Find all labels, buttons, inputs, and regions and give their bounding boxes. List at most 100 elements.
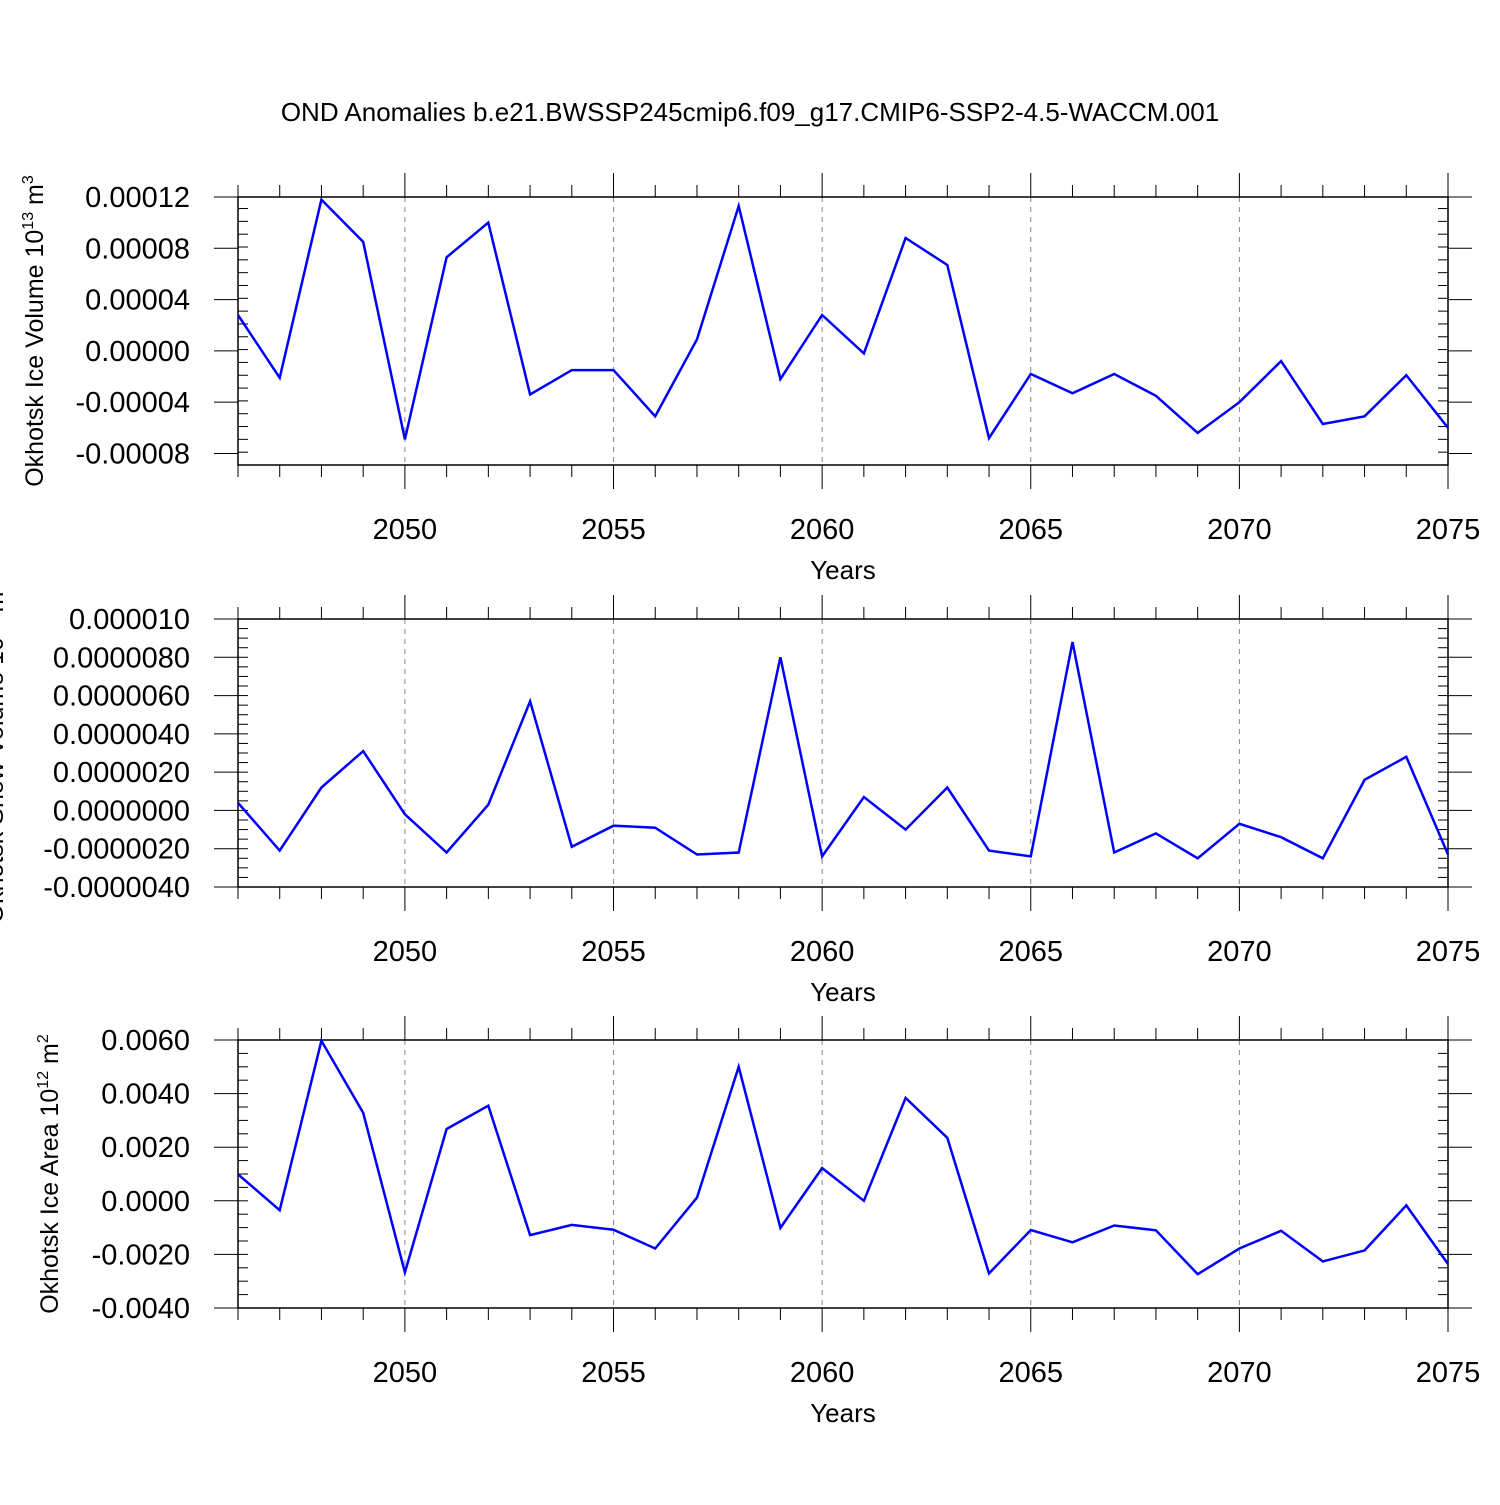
data-point (822, 314, 823, 315)
data-point (613, 370, 614, 371)
data-point (655, 416, 656, 417)
data-point (1406, 1205, 1407, 1206)
data-point (655, 1248, 656, 1249)
data-point (1322, 858, 1323, 859)
plot-frame (237, 618, 1449, 888)
data-point (530, 701, 531, 702)
chart-panel-2: 2050 2055 2060 2065 2070 2075 Years 0.000010 0.0… (0, 583, 1481, 1007)
data-point (696, 339, 697, 340)
data-point (571, 370, 572, 371)
data-point (1072, 641, 1073, 642)
chart-panel-3: 2050 2055 2060 2065 2070 2075 Years 0.0060 0.004… (35, 1016, 1480, 1428)
data-point (1072, 1242, 1073, 1243)
x-tick-label: 2065 (999, 1357, 1064, 1389)
data-point (321, 1040, 322, 1041)
y-tick-label: 0.0060 (101, 1025, 190, 1057)
data-point (1406, 756, 1407, 757)
data-point (488, 804, 489, 805)
data-point (947, 264, 948, 265)
data-point (1030, 856, 1031, 857)
y-axis-label: Okhotsk Ice Volume 1013 m3 (20, 175, 49, 487)
data-point (279, 1210, 280, 1211)
data-point (488, 1105, 489, 1106)
data-point (989, 438, 990, 439)
series-line-1 (237, 1037, 1450, 1278)
data-point (738, 852, 739, 853)
data-point (780, 1227, 781, 1228)
figure-title: OND Anomalies b.e21.BWSSP245cmip6.f09_g1… (281, 97, 1219, 127)
data-point (1322, 423, 1323, 424)
data-point (363, 241, 364, 242)
y-tick-label: 0.000010 (69, 604, 190, 636)
y-tick-label: -0.00004 (76, 387, 191, 419)
data-point (738, 205, 739, 206)
x-axis-label: Years (810, 1398, 876, 1428)
data-point (1155, 1230, 1156, 1231)
x-tick-label: 2050 (373, 936, 438, 968)
x-tick-label: 2065 (999, 936, 1064, 968)
y-tick-label: -0.0000040 (43, 872, 190, 904)
x-axis-label: Years (810, 977, 876, 1007)
data-point (1114, 373, 1115, 374)
y-axis-label: Okhotsk Snow Volume 1013 m3 (0, 583, 9, 924)
x-tick-label: 2050 (373, 514, 438, 546)
data-point (1239, 402, 1240, 403)
data-point (404, 1272, 405, 1273)
data-point (279, 377, 280, 378)
x-tick-label: 2055 (581, 936, 646, 968)
y-tick-label: 0.0000000 (53, 795, 190, 827)
data-point (571, 846, 572, 847)
data-point (1364, 1250, 1365, 1251)
data-point (863, 797, 864, 798)
data-point (696, 1197, 697, 1198)
data-point (488, 222, 489, 223)
y-tick-label: 0.00008 (85, 233, 190, 265)
y-tick-label: 0.0000060 (53, 681, 190, 713)
y-axis-label: Okhotsk Ice Area 1012 m2 (35, 1034, 64, 1314)
series-line-1 (237, 641, 1450, 860)
data-point (947, 787, 948, 788)
x-tick-label: 2065 (999, 514, 1064, 546)
data-point (446, 1128, 447, 1129)
x-tick-label: 2060 (790, 514, 855, 546)
x-axis-label: Years (810, 555, 876, 585)
data-point (1114, 852, 1115, 853)
data-point (446, 852, 447, 853)
x-tick-label: 2070 (1207, 1357, 1272, 1389)
y-tick-label: -0.0020 (92, 1239, 190, 1271)
data-point (1197, 1274, 1198, 1275)
data-point (1155, 833, 1156, 834)
data-point (1155, 395, 1156, 396)
data-point (1448, 1264, 1449, 1265)
data-point (989, 850, 990, 851)
data-point (530, 394, 531, 395)
data-point (321, 199, 322, 200)
data-point (321, 787, 322, 788)
data-point (613, 1229, 614, 1230)
data-point (1281, 361, 1282, 362)
plot-frame (237, 196, 1449, 466)
y-tick-label: 0.0040 (101, 1079, 190, 1111)
data-point (780, 379, 781, 380)
y-tick-label: 0.0000020 (53, 757, 190, 789)
data-point (1364, 779, 1365, 780)
series-line-1 (236, 197, 1449, 442)
y-tick-label: -0.00008 (76, 438, 191, 470)
data-point (404, 439, 405, 440)
y-tick-label: 0.00012 (85, 182, 190, 214)
x-tick-label: 2055 (581, 1357, 646, 1389)
data-point (780, 657, 781, 658)
data-point (238, 314, 239, 315)
data-point (1281, 1230, 1282, 1231)
data-point (1030, 1230, 1031, 1231)
y-tick-label: 0.0000080 (53, 642, 190, 674)
data-point (947, 1137, 948, 1138)
x-tick-label: 2075 (1416, 936, 1481, 968)
x-tick-label: 2075 (1416, 1357, 1481, 1389)
y-tick-label: -0.0000020 (43, 834, 190, 866)
data-point (905, 829, 906, 830)
y-tick-label: 0.0020 (101, 1132, 190, 1164)
x-tick-label: 2070 (1207, 514, 1272, 546)
data-point (530, 1235, 531, 1236)
